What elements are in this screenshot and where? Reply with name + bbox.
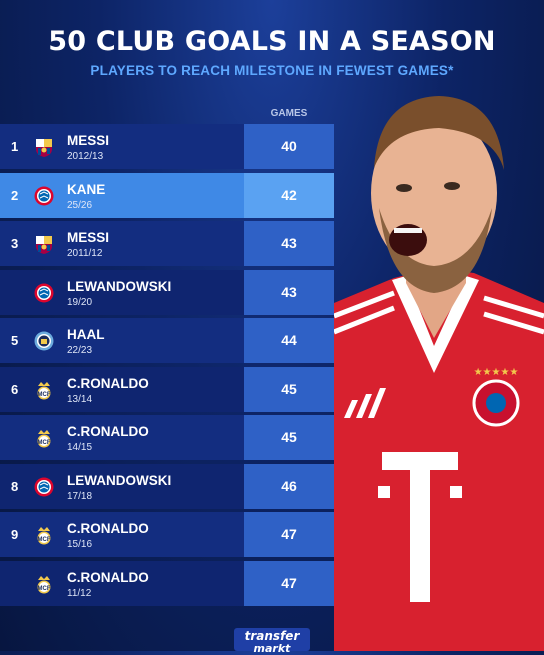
table-row: 5 HAAL 22/23 44 <box>0 318 334 363</box>
table-row: 6 MCF C.RONALDO 13/14 45 <box>0 366 334 412</box>
svg-text:MCF: MCF <box>38 537 51 543</box>
season: 2012/13 <box>67 151 104 162</box>
table-row: LEWANDOWSKI 19/20 43 <box>0 269 334 315</box>
bayern-crest <box>34 186 54 206</box>
transfermarkt-logo: transfer markt <box>234 628 310 655</box>
games-count: 46 <box>244 463 334 509</box>
player-name: LEWANDOWSKI <box>67 278 172 294</box>
real-madrid-crest: MCF <box>34 525 54 545</box>
table-row: 8 LEWANDOWSKI 17/18 46 <box>0 463 334 509</box>
games-count: 40 <box>244 124 334 169</box>
rank-number: 1 <box>11 139 19 154</box>
svg-text:MCF: MCF <box>38 440 51 446</box>
svg-text:MCF: MCF <box>38 586 51 592</box>
rank-number: 6 <box>11 381 19 397</box>
page-subtitle: PLAYERS TO REACH MILESTONE IN FEWEST GAM… <box>90 63 454 78</box>
season: 15/16 <box>67 539 93 550</box>
logo-text-top: transfer <box>244 629 300 643</box>
rank-number: 9 <box>11 527 19 542</box>
player-name: KANE <box>67 181 106 197</box>
player-name: C.RONALDO <box>67 424 149 439</box>
table-row: 2 KANE 25/26 42 <box>0 172 334 218</box>
season: 13/14 <box>67 393 93 405</box>
player-name: HAAL <box>67 327 105 342</box>
games-count: 45 <box>244 366 334 412</box>
season: 25/26 <box>67 199 93 211</box>
games-column-header: GAMES <box>270 108 308 119</box>
season: 2011/12 <box>67 248 103 259</box>
real-madrid-crest: MCF <box>34 380 54 400</box>
season: 17/18 <box>67 490 93 502</box>
barcelona-crest <box>34 234 54 254</box>
games-count: 42 <box>244 172 334 218</box>
season: 19/20 <box>67 296 93 308</box>
rank-number: 3 <box>11 236 19 251</box>
table-row: 9 MCF C.RONALDO 15/16 47 <box>0 512 334 557</box>
rank-number: 2 <box>11 187 19 203</box>
player-name: C.RONALDO <box>67 569 149 585</box>
player-name: LEWANDOWSKI <box>67 472 172 488</box>
games-count: 47 <box>244 560 334 606</box>
rank-number: 5 <box>11 333 19 348</box>
games-count: 44 <box>244 318 334 363</box>
ranking-table: 1 MESSI 2012/13 40 2 KANE 25/26 42 3 MESSI 2011/12… <box>0 124 334 609</box>
season: 22/23 <box>67 345 93 356</box>
svg-text:★★★★★: ★★★★★ <box>474 367 519 378</box>
table-row: MCF C.RONALDO 11/12 47 <box>0 560 334 606</box>
table-row: MCF C.RONALDO 14/15 45 <box>0 415 334 460</box>
player-name: MESSI <box>67 230 110 245</box>
games-count: 43 <box>244 221 334 266</box>
table-row: 3 MESSI 2011/12 43 <box>0 221 334 266</box>
bayern-crest <box>34 283 54 303</box>
games-count: 47 <box>244 512 334 557</box>
player-name: MESSI <box>67 133 110 148</box>
barcelona-crest <box>34 137 54 157</box>
player-photo: ★★★★★ <box>334 96 544 651</box>
bayern-crest <box>34 477 54 497</box>
games-count: 45 <box>244 415 334 460</box>
season: 14/15 <box>67 442 93 453</box>
games-count: 43 <box>244 269 334 315</box>
page-title: 50 CLUB GOALS IN A SEASON <box>48 26 496 57</box>
logo-text-bottom: markt <box>253 642 291 655</box>
real-madrid-crest: MCF <box>34 428 54 448</box>
svg-text:MCF: MCF <box>38 392 51 398</box>
table-row: 1 MESSI 2012/13 40 <box>0 124 334 169</box>
player-name: C.RONALDO <box>67 521 149 536</box>
season: 11/12 <box>67 587 92 599</box>
real-madrid-crest: MCF <box>34 574 54 594</box>
player-name: C.RONALDO <box>67 375 149 391</box>
rank-number: 8 <box>11 478 19 494</box>
man-city-crest <box>34 331 54 351</box>
